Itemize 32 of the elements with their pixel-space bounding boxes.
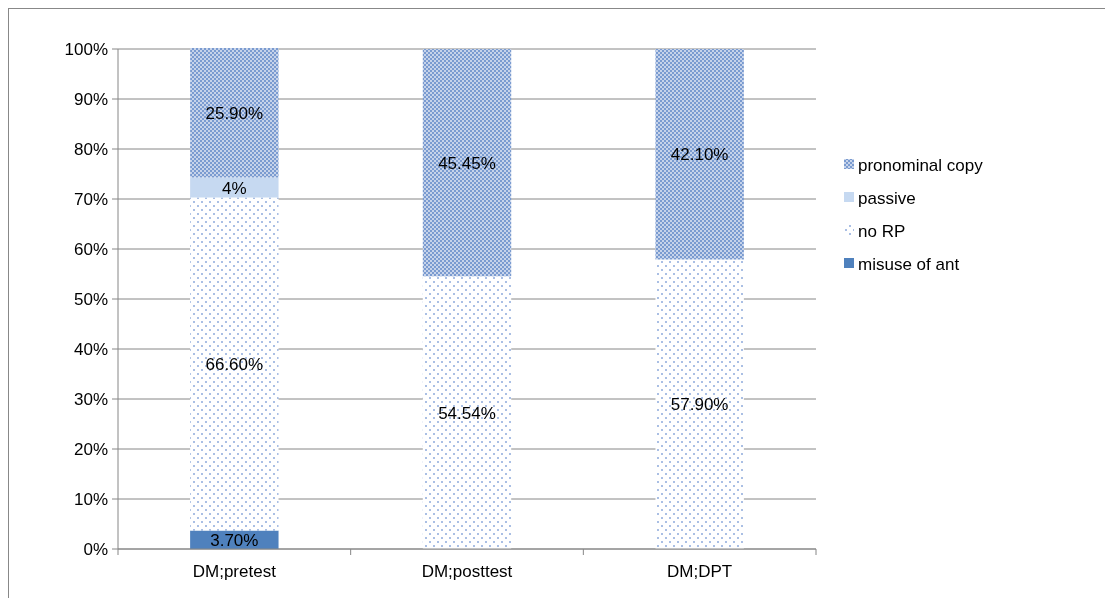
y-tick-label: 40% (73, 340, 108, 359)
bar (190, 177, 279, 198)
legend-label: pronominal copy (858, 156, 984, 175)
y-tick-label: 60% (73, 240, 108, 259)
data-label: 25.90% (205, 103, 264, 123)
y-tick-label: 90% (73, 90, 108, 109)
data-label: 4% (222, 178, 247, 198)
bar (190, 197, 279, 531)
data-label: 42.10% (670, 145, 729, 165)
x-tick-label: DM;pretest (192, 562, 277, 581)
y-tick-label: 100% (64, 40, 108, 59)
y-tick-label: 30% (73, 390, 108, 409)
data-label: 3.70% (210, 530, 259, 550)
legend-label: misuse of ant (858, 255, 960, 274)
data-label: 45.45% (438, 153, 496, 173)
y-tick-label: 80% (73, 140, 108, 159)
y-tick-label: 70% (73, 190, 108, 209)
data-label: 57.90% (670, 395, 729, 415)
bar (190, 48, 279, 178)
legend-label: no RP (858, 222, 906, 241)
data-label: 66.60% (205, 355, 264, 374)
y-tick-label: 50% (73, 290, 108, 309)
x-tick-label: DM;posttest (421, 562, 513, 581)
y-tick-label: 10% (73, 490, 108, 509)
y-tick-label: 0% (83, 540, 108, 559)
data-label: 54.54% (438, 403, 496, 423)
y-tick-label: 20% (73, 440, 108, 459)
bar (422, 49, 512, 277)
bar (655, 49, 744, 260)
x-tick-label: DM;DPT (667, 562, 733, 581)
bar (422, 276, 512, 549)
legend-label: passive (858, 189, 916, 208)
